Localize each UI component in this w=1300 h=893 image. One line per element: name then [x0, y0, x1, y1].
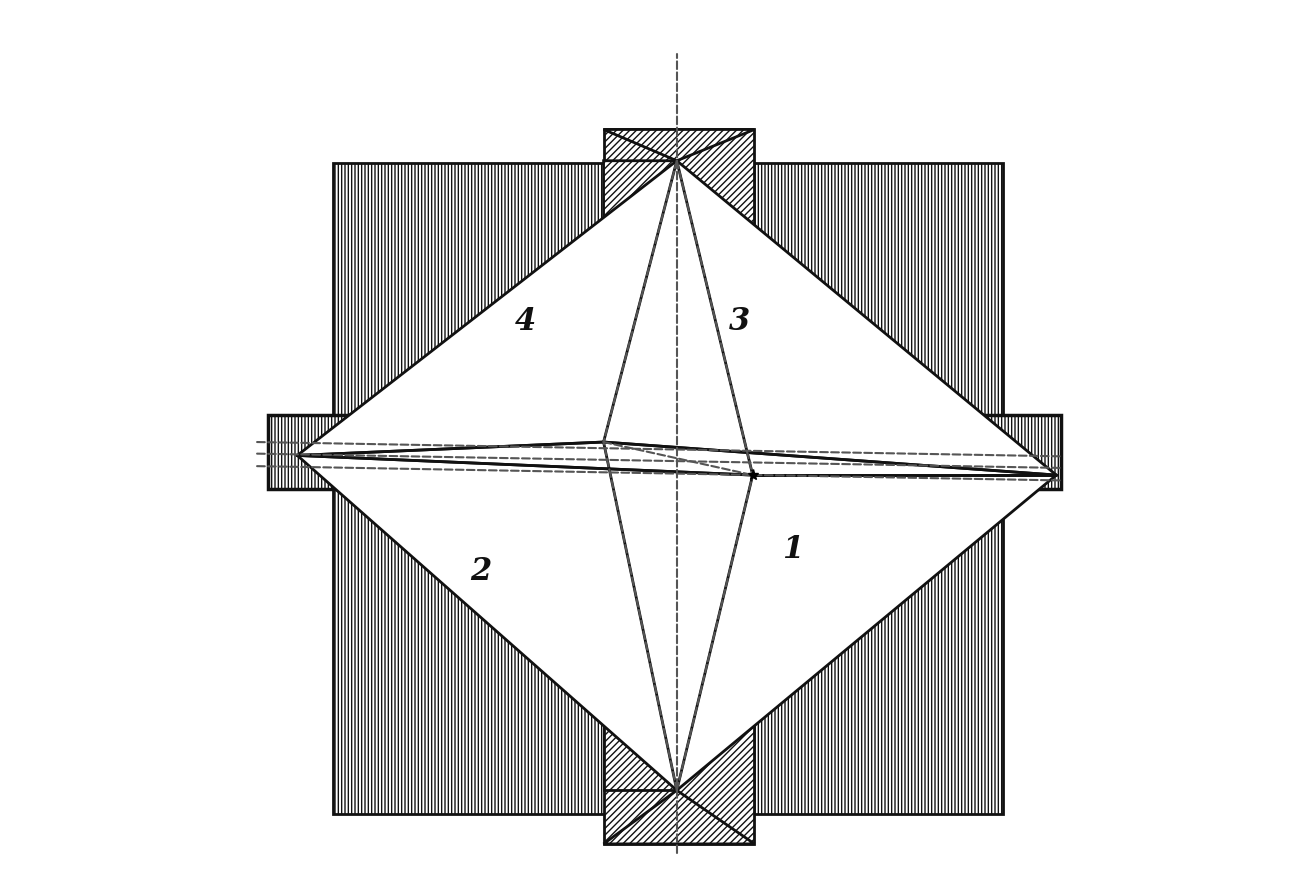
Text: 3: 3	[729, 306, 750, 337]
Polygon shape	[298, 455, 753, 790]
Polygon shape	[677, 161, 1057, 475]
Polygon shape	[603, 442, 1057, 790]
Text: 4: 4	[515, 306, 536, 337]
Polygon shape	[298, 161, 753, 475]
Polygon shape	[603, 790, 754, 844]
Polygon shape	[603, 442, 677, 790]
Polygon shape	[298, 442, 677, 790]
Polygon shape	[603, 129, 754, 844]
Polygon shape	[298, 161, 677, 455]
Polygon shape	[298, 161, 753, 475]
Polygon shape	[603, 161, 1057, 475]
Polygon shape	[603, 129, 754, 161]
Polygon shape	[603, 161, 677, 442]
Polygon shape	[677, 475, 1057, 790]
Text: 2: 2	[469, 556, 491, 587]
Polygon shape	[603, 161, 1057, 475]
Text: 1: 1	[783, 534, 803, 564]
Polygon shape	[298, 442, 677, 790]
Polygon shape	[268, 415, 1061, 489]
Polygon shape	[677, 475, 1057, 790]
Polygon shape	[603, 442, 1057, 790]
Polygon shape	[333, 163, 1002, 814]
Polygon shape	[298, 455, 753, 790]
Polygon shape	[677, 161, 1057, 475]
Polygon shape	[298, 161, 677, 455]
